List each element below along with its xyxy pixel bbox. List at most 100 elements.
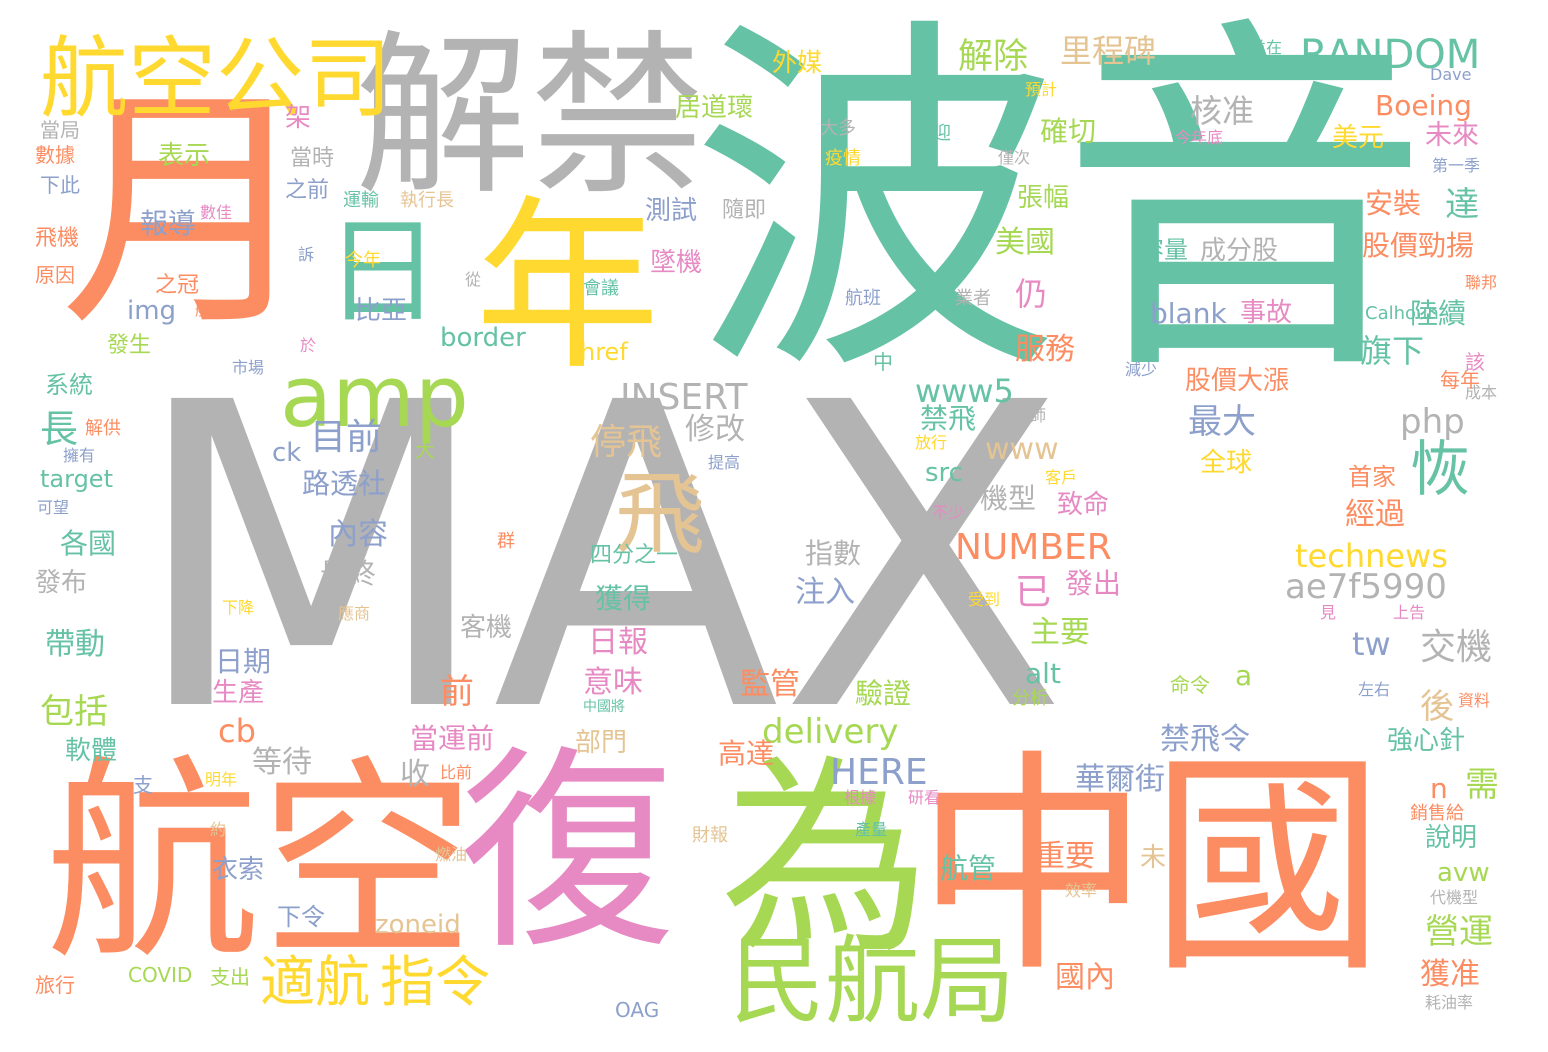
cloud-word: 代機型 xyxy=(1430,888,1479,907)
cloud-word: 復 xyxy=(460,727,675,978)
cloud-word: src xyxy=(925,458,963,488)
cloud-word: 服務 xyxy=(1015,332,1075,367)
cloud-word: 仍 xyxy=(1015,275,1048,313)
cloud-word: 外媒 xyxy=(772,48,823,77)
cloud-word: 每年 xyxy=(1440,368,1480,392)
cloud-word: 產量 xyxy=(855,820,888,839)
cloud-word: 最大 xyxy=(1188,402,1256,442)
cloud-word: 重要 xyxy=(1035,839,1095,874)
cloud-word: 禁飛令 xyxy=(1160,722,1250,757)
cloud-word: OAG xyxy=(615,998,660,1022)
cloud-word: 日 xyxy=(325,205,441,339)
cloud-word: 航空公司 xyxy=(40,27,393,130)
cloud-word: 之前 xyxy=(285,178,330,203)
cloud-word: 不少 xyxy=(932,503,965,522)
cloud-word: 經過 xyxy=(1345,497,1405,532)
cloud-word: 成本 xyxy=(1465,383,1498,402)
cloud-word: 下此 xyxy=(40,173,80,197)
cloud-word: 當局 xyxy=(40,118,80,142)
cloud-word: 營運 xyxy=(1425,912,1493,952)
cloud-word: 股價勁揚 xyxy=(1362,229,1475,262)
cloud-word: 航管 xyxy=(940,852,997,885)
cloud-word: RANDOM xyxy=(1300,32,1481,78)
cloud-word: 應商 xyxy=(338,604,371,623)
cloud-word: 長 xyxy=(40,407,79,451)
cloud-word: 師 xyxy=(1030,406,1047,425)
cloud-word: 聯邦 xyxy=(1465,273,1498,292)
cloud-word: avw xyxy=(1437,858,1490,888)
cloud-word: 之冠 xyxy=(155,273,200,298)
cloud-word: 明年 xyxy=(205,770,238,789)
cloud-word: cb xyxy=(218,712,256,750)
cloud-word: 原因 xyxy=(35,263,75,287)
cloud-word: 最終 xyxy=(320,557,377,590)
cloud-word: technews xyxy=(1295,537,1448,575)
cloud-word: 第一季 xyxy=(1432,156,1481,175)
cloud-word: zoneid xyxy=(375,910,461,940)
cloud-word: 監管 xyxy=(740,667,800,702)
cloud-word: 首家 xyxy=(1348,463,1396,491)
cloud-word: 解供 xyxy=(85,418,121,439)
cloud-word: 中 xyxy=(873,350,893,374)
cloud-word: delivery xyxy=(762,712,899,752)
cloud-word: 效率 xyxy=(1065,881,1098,900)
cloud-word: 年 xyxy=(475,179,660,395)
cloud-word: amp xyxy=(280,348,469,447)
cloud-word: 僅次 xyxy=(998,148,1031,167)
cloud-word: 疫情 xyxy=(825,148,861,169)
cloud-word: 中國將 xyxy=(583,699,625,715)
cloud-word: 美國 xyxy=(995,225,1055,260)
cloud-word: COVID xyxy=(128,963,193,987)
cloud-word: 解禁 xyxy=(355,16,705,219)
cloud-word: 該 xyxy=(1465,350,1485,374)
cloud-word: tw xyxy=(1352,625,1391,663)
cloud-word: 需 xyxy=(1465,765,1499,805)
cloud-word: 等待 xyxy=(252,745,312,780)
cloud-word: 收 xyxy=(400,757,430,792)
cloud-word: 下令 xyxy=(277,903,325,931)
cloud-word: 航油 xyxy=(195,300,228,319)
cloud-word: 支 xyxy=(133,773,153,797)
cloud-word: 成分股 xyxy=(1200,236,1279,266)
cloud-word: 飛 xyxy=(615,462,705,567)
cloud-word: 高達 xyxy=(718,737,775,770)
cloud-word: 停飛 xyxy=(590,422,663,463)
cloud-word: 架 xyxy=(285,103,312,133)
cloud-word: 今年底 xyxy=(1175,128,1224,147)
cloud-word: 禁飛 xyxy=(920,402,977,435)
cloud-word: 安裝 xyxy=(1365,187,1422,220)
cloud-word: href xyxy=(580,338,628,366)
cloud-word: 可望 xyxy=(37,498,70,517)
cloud-word: 市場 xyxy=(232,358,265,377)
cloud-word: 分析 xyxy=(1012,688,1048,709)
cloud-word: 主要 xyxy=(1030,615,1090,650)
cloud-word: 未來 xyxy=(1425,120,1479,151)
cloud-word: 獲准 xyxy=(1420,957,1480,992)
cloud-word: 客戶 xyxy=(1045,468,1078,487)
cloud-word: 支出 xyxy=(210,965,250,989)
cloud-word: a xyxy=(1235,659,1253,692)
cloud-word: 資料 xyxy=(1458,691,1491,710)
cloud-word: 內容 xyxy=(328,517,388,552)
cloud-word: 表示 xyxy=(158,141,211,171)
cloud-word: INSERT xyxy=(620,377,748,418)
cloud-word: 並在 xyxy=(1250,38,1283,57)
cloud-word: 根據 xyxy=(844,788,877,807)
cloud-word: ck xyxy=(272,438,302,468)
cloud-word: 路透社 xyxy=(302,467,387,500)
cloud-word: 飛機 xyxy=(35,226,80,251)
cloud-word: 測試 xyxy=(645,196,698,226)
cloud-word: 四分之一 xyxy=(590,543,679,568)
cloud-word: 部門 xyxy=(575,728,628,758)
cloud-word: MAX xyxy=(130,315,1068,804)
cloud-word: img xyxy=(127,296,177,326)
cloud-word: 歡迎 xyxy=(915,123,951,144)
cloud-word: 未 xyxy=(1140,843,1167,873)
cloud-word: 衣索 xyxy=(212,855,265,885)
cloud-word: php xyxy=(1400,402,1465,442)
cloud-word: 報導 xyxy=(140,207,197,240)
cloud-word: 驗證 xyxy=(855,677,912,710)
cloud-word: 解除 xyxy=(958,37,1029,77)
cloud-word: 提高 xyxy=(708,453,741,472)
